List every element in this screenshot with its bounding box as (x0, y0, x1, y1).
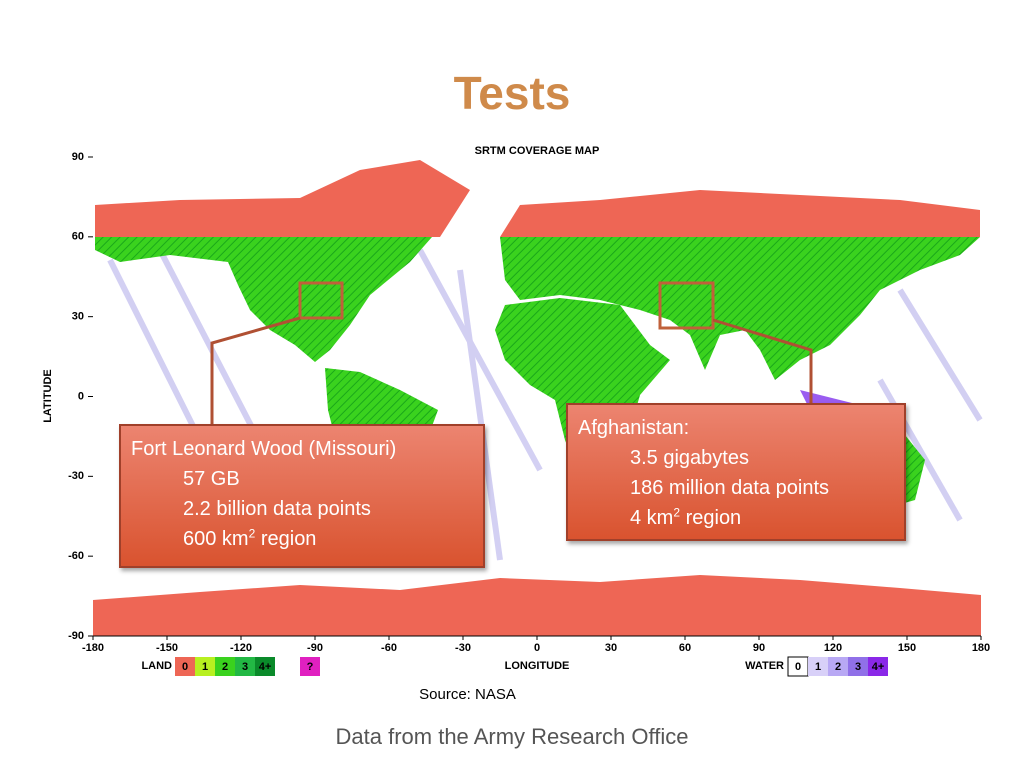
legend-swatch (175, 657, 195, 676)
legend-swatch (808, 657, 828, 676)
y-tick-label: 60 (72, 231, 84, 243)
callout-line: 600 km2 region (131, 524, 473, 554)
x-tick-label: 60 (679, 642, 691, 654)
text: 600 km (183, 528, 249, 550)
map-title: SRTM COVERAGE MAP (475, 145, 600, 157)
y-tick-label: 30 (72, 311, 84, 323)
callout-line: 4 km2 region (578, 503, 894, 533)
text: region (680, 507, 742, 529)
callout-line: Fort Leonard Wood (Missouri) (131, 438, 397, 460)
x-tick-label: 120 (824, 642, 842, 654)
footer: Data from the Army Research Office (335, 724, 689, 749)
legend-swatch (195, 657, 215, 676)
legend-swatch (848, 657, 868, 676)
x-tick-label: 180 (972, 642, 990, 654)
legend-key: 3 (242, 661, 248, 673)
x-tick-label: -180 (82, 642, 104, 654)
x-tick-label: -60 (381, 642, 397, 654)
y-tick-label: 0 (78, 390, 84, 402)
superscript: 2 (248, 526, 256, 541)
legend-label: LAND (141, 660, 172, 672)
legend-key: 2 (835, 661, 841, 673)
legend-swatch (215, 657, 235, 676)
legend-swatch (235, 657, 255, 676)
legend-swatch (828, 657, 848, 676)
x-tick-label: 150 (898, 642, 916, 654)
legend-key: 1 (202, 661, 208, 673)
legend-key: 4+ (259, 661, 272, 673)
x-tick-label: -90 (307, 642, 323, 654)
y-tick-label: 90 (72, 151, 84, 163)
x-tick-label: 30 (605, 642, 617, 654)
y-tick-label: -90 (68, 630, 84, 642)
text: region (255, 528, 317, 550)
legend-key: 3 (855, 661, 861, 673)
callout: Afghanistan: 3.5 gigabytes 186 million d… (566, 403, 906, 541)
x-tick-label: -150 (156, 642, 178, 654)
callout-line: 3.5 gigabytes (630, 447, 749, 469)
superscript: 2 (673, 505, 681, 520)
callout: Fort Leonard Wood (Missouri) 57 GB 2.2 b… (119, 424, 485, 568)
slide-title: Tests (453, 67, 571, 119)
legend-key: 2 (222, 661, 228, 673)
y-tick-label: -30 (68, 470, 84, 482)
legend-swatch (300, 657, 320, 676)
legend-key: 4+ (872, 661, 885, 673)
x-tick-label: 90 (753, 642, 765, 654)
text: 4 km (630, 507, 674, 529)
legend-key: 0 (182, 661, 188, 673)
y-axis-label: LATITUDE (42, 369, 54, 423)
legend-key: 1 (815, 661, 821, 673)
callout-line: Afghanistan: (578, 417, 690, 439)
legend-key: ? (307, 661, 314, 673)
y-tick-label: -60 (68, 550, 84, 562)
legend-label: WATER (745, 660, 784, 672)
callout-line: 2.2 billion data points (183, 498, 371, 520)
callout-line: 57 GB (183, 468, 240, 490)
map-art (93, 160, 983, 636)
x-tick-label: 0 (534, 642, 540, 654)
x-axis-label: LONGITUDE (505, 660, 570, 672)
x-tick-label: -30 (455, 642, 471, 654)
legend-swatch (255, 657, 275, 676)
legend-swatch (868, 657, 888, 676)
x-tick-label: -120 (230, 642, 252, 654)
legend-key: 0 (795, 661, 801, 673)
callout-line: 186 million data points (630, 477, 830, 499)
source: Source: NASA (419, 686, 516, 703)
